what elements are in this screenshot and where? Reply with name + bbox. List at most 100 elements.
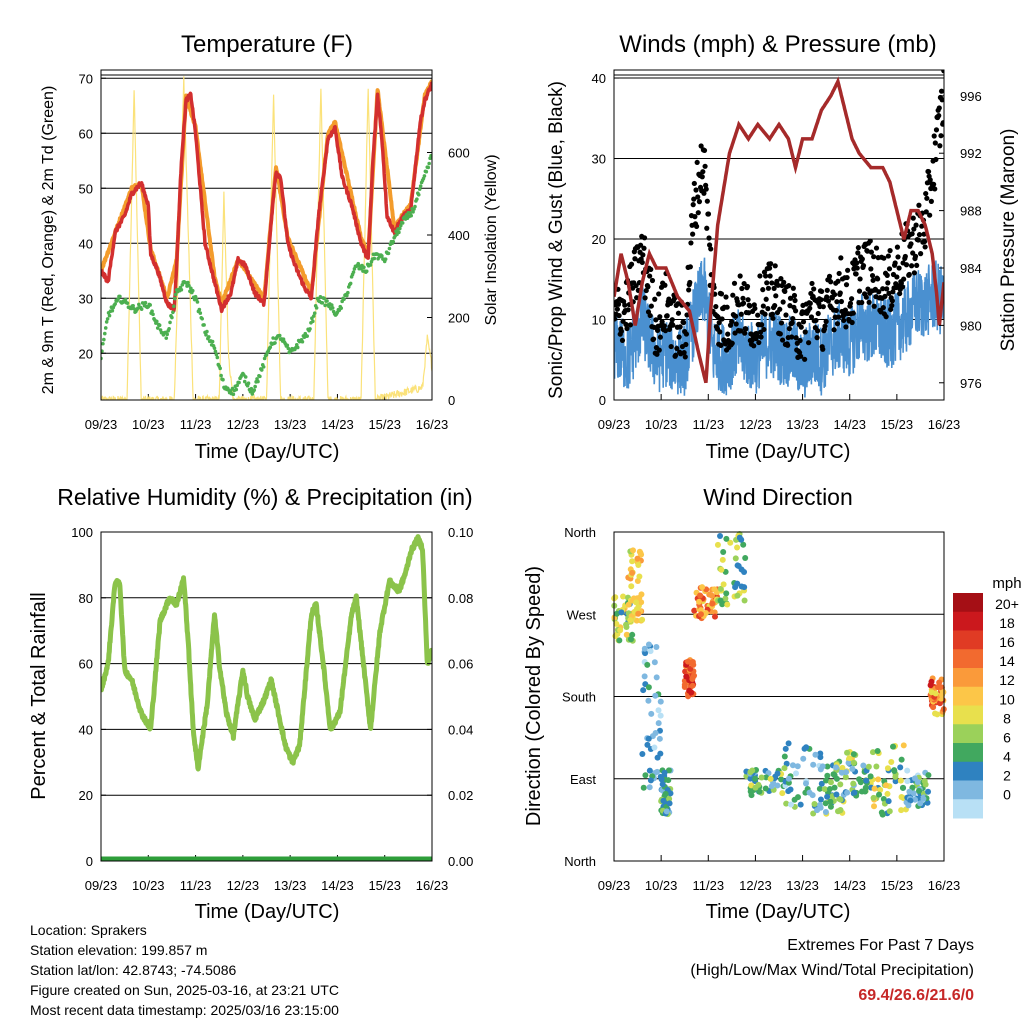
direction-point: [904, 767, 911, 774]
gust-point: [785, 342, 791, 348]
td-point: [186, 280, 190, 285]
gust-point: [834, 299, 840, 305]
gust-point: [806, 340, 812, 346]
gust-point: [657, 334, 663, 340]
direction-point: [845, 759, 852, 766]
direction-point: [844, 789, 851, 796]
y-tick-label: North: [564, 854, 596, 869]
td-point: [125, 301, 130, 305]
legend-label: 10: [999, 691, 1015, 707]
gust-point: [619, 337, 626, 344]
direction-point: [711, 609, 718, 616]
legend-swatch: [953, 780, 983, 800]
gust-point: [941, 70, 944, 74]
td-point: [189, 286, 193, 291]
y-tick-label: 0: [599, 393, 606, 408]
direction-point: [821, 786, 828, 793]
t2m-series: [101, 81, 432, 314]
temperature-title: Temperature (F): [181, 31, 353, 58]
temperature-series: [101, 76, 432, 400]
gust-point: [688, 240, 694, 246]
direction-point: [816, 785, 823, 792]
direction-point: [636, 573, 643, 580]
direction-point: [657, 750, 664, 757]
direction-point: [885, 798, 892, 805]
x-tick-label: 12/23: [739, 417, 772, 432]
gust-point: [705, 211, 712, 217]
gust-point: [762, 311, 768, 317]
y-tick-label: 40: [592, 71, 606, 86]
x-tick-label: 09/23: [85, 417, 118, 432]
direction-point: [711, 586, 718, 593]
td-point: [281, 337, 286, 341]
gust-point: [836, 270, 842, 277]
gust-point: [913, 222, 919, 228]
direction-point: [666, 795, 673, 802]
direction-point: [785, 788, 792, 795]
gust-point: [924, 195, 930, 201]
direction-point: [850, 780, 857, 787]
gust-point: [683, 341, 689, 348]
direction-point: [811, 801, 818, 808]
gust-point: [876, 289, 882, 295]
gust-point: [916, 232, 923, 238]
y-tick-label: 30: [592, 152, 606, 167]
direction-point: [709, 600, 716, 607]
direction-point: [869, 749, 876, 756]
x-tick-label: 12/23: [227, 878, 260, 893]
gust-point: [847, 300, 854, 307]
gust-point: [824, 287, 830, 293]
gust-point: [789, 334, 795, 340]
direction-point: [782, 745, 789, 752]
direction-point: [661, 769, 668, 776]
direction-point: [928, 678, 935, 685]
direction-point: [638, 591, 645, 598]
humidity-xlabel: Time (Day/UTC): [195, 901, 340, 923]
gust-point: [687, 279, 693, 286]
direction-point: [732, 584, 739, 591]
direction-point: [644, 741, 651, 748]
direction-point: [833, 775, 840, 782]
direction-point: [925, 772, 932, 779]
legend-label: 0: [1003, 787, 1011, 803]
y-tick-label: 50: [79, 181, 93, 196]
gust-point: [854, 260, 860, 266]
td-point: [342, 297, 346, 301]
gust-point: [845, 267, 851, 273]
gust-point: [834, 321, 841, 327]
gust-point: [936, 113, 942, 119]
gust-point: [666, 296, 672, 302]
gust-point: [682, 354, 688, 360]
direction-point: [890, 743, 897, 750]
gust-point: [739, 285, 745, 292]
direction-point: [630, 547, 637, 554]
gust-point: [737, 273, 743, 279]
td-point: [234, 387, 239, 392]
direction-point: [850, 759, 857, 766]
td-point: [132, 307, 136, 311]
direction-point: [900, 742, 907, 749]
direction-point: [741, 597, 748, 604]
gust-point: [725, 331, 731, 337]
direction-point: [884, 790, 891, 797]
gust-point: [756, 339, 762, 346]
direction-point: [627, 636, 634, 643]
td-point: [187, 283, 191, 288]
direction-point: [756, 788, 763, 795]
gust-point: [622, 302, 628, 308]
direction-point: [647, 777, 654, 784]
td-point: [314, 306, 319, 310]
td-point: [383, 257, 388, 261]
td-point: [398, 226, 402, 231]
direction-point: [814, 807, 821, 814]
td-point: [193, 294, 198, 299]
x-tick-label: 10/23: [645, 878, 678, 893]
x-tick-label: 09/23: [598, 417, 631, 432]
gust-point: [746, 310, 752, 316]
gust-point: [657, 314, 663, 320]
direction-point: [655, 707, 662, 714]
direction-point: [842, 774, 849, 781]
gust-point: [802, 329, 808, 335]
gust-point: [767, 273, 773, 279]
td-point: [346, 290, 350, 295]
